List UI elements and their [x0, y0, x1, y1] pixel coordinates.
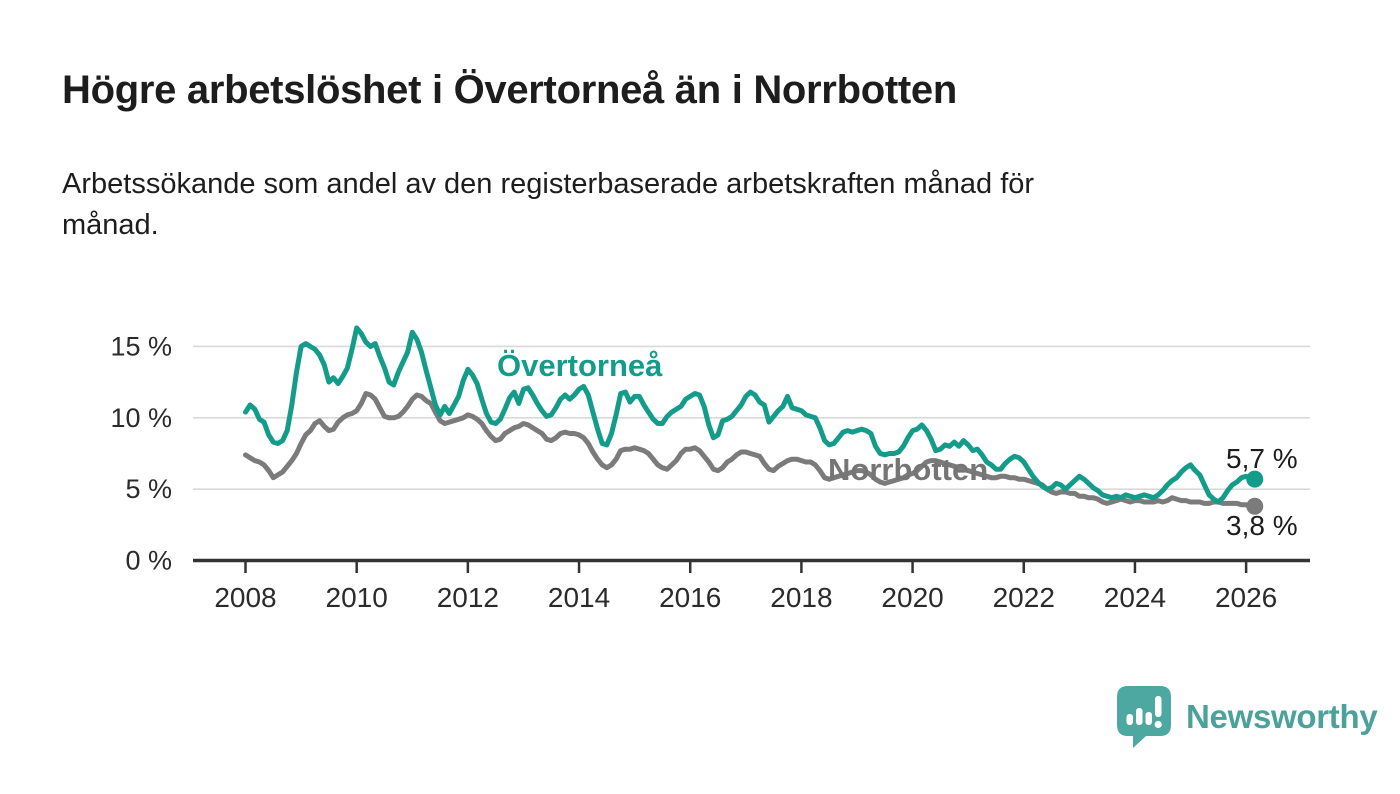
x-tick-label: 2012: [437, 582, 499, 613]
logo-bar-tall: [1136, 708, 1143, 725]
x-tick-label: 2026: [1215, 582, 1277, 613]
end-dot-norrbotten: [1246, 497, 1264, 515]
x-tick-label: 2018: [770, 582, 832, 613]
page-title: Högre arbetslöshet i Övertorneå än i Nor…: [62, 68, 957, 112]
x-tick-label: 2014: [548, 582, 610, 613]
series-label-overtornea: Övertorneå: [497, 348, 663, 383]
chart-subtitle: Arbetssökande som andel av den registerb…: [62, 168, 1035, 242]
brand-name: Newsworthy: [1186, 698, 1378, 735]
x-tick-label: 2024: [1104, 582, 1166, 613]
x-tick-label: 2008: [214, 582, 276, 613]
y-tick-label: 10 %: [110, 403, 172, 433]
series-line-overtornea: [243, 325, 1254, 505]
x-tick-label: 2016: [659, 582, 721, 613]
logo-exclamation-dot: [1154, 720, 1162, 729]
x-tick-label: 2020: [881, 582, 943, 613]
series-label-norrbotten: Norrbotten: [828, 452, 989, 487]
end-dot-overtornea: [1246, 470, 1264, 488]
x-tick-label: 2010: [326, 582, 388, 613]
end-value-label-norrbotten: 3,8 %: [1226, 510, 1298, 541]
logo-bar-medium: [1145, 712, 1152, 725]
y-tick-label: 15 %: [110, 331, 172, 361]
newsworthy-brand: Newsworthy: [1115, 684, 1378, 750]
x-tick-label: 2022: [993, 582, 1055, 613]
logo-bar-short: [1126, 714, 1133, 725]
newsworthy-logo-icon: [1117, 686, 1171, 748]
series-line-norrbotten: [243, 391, 1254, 509]
logo-exclamation-bar: [1155, 696, 1162, 717]
y-tick-label: 0 %: [125, 546, 172, 576]
y-tick-label: 5 %: [125, 474, 172, 504]
end-value-label-overtornea: 5,7 %: [1226, 443, 1298, 474]
